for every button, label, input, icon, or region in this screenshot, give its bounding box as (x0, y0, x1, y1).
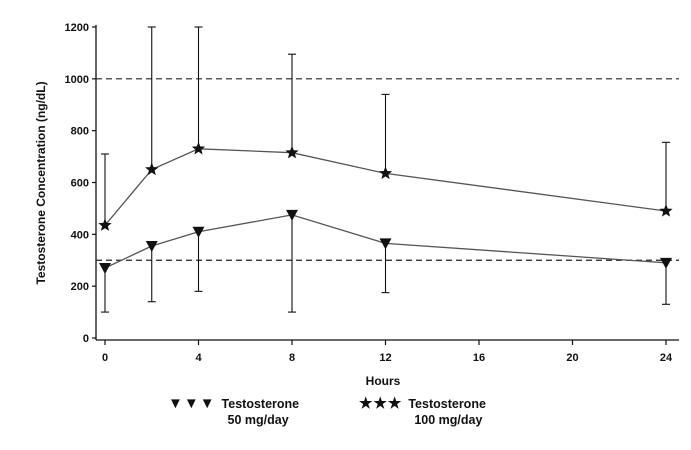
data-point-triangle (99, 263, 111, 275)
data-point-triangle (192, 226, 205, 238)
legend-item-50mg: ▼▼▼ Testosterone 50 mg/day (168, 396, 299, 428)
data-point-triangle (286, 209, 298, 221)
data-point-star (145, 162, 159, 176)
y-tick-label: 1000 (65, 74, 89, 86)
series-line-100mg (104, 148, 667, 226)
data-point-star (659, 204, 673, 217)
triangle-down-icon: ▼▼▼ (168, 395, 216, 412)
x-tick-label: 4 (195, 352, 202, 364)
x-axis-title: Hours (366, 374, 401, 388)
legend-label-100mg: Testosterone (408, 397, 486, 411)
y-tick-label: 800 (71, 126, 89, 138)
data-point-triangle (660, 257, 672, 269)
y-tick-label: 600 (71, 178, 89, 190)
data-point-star (191, 141, 206, 155)
series-line-50mg (104, 214, 667, 269)
y-axis-title: Testosterone Concentration (ng/dL) (34, 81, 48, 284)
legend-item-100mg: ★★★ Testosterone 100 mg/day (359, 396, 486, 428)
data-point-triangle (379, 238, 392, 250)
data-point-star (285, 145, 299, 159)
legend-dose-50mg: 50 mg/day (227, 413, 289, 427)
x-tick-label: 16 (473, 352, 485, 364)
x-tick-label: 24 (660, 352, 673, 364)
legend-label-50mg: Testosterone (221, 397, 300, 411)
legend-dose-100mg: 100 mg/day (414, 413, 483, 427)
x-tick-label: 20 (566, 352, 578, 364)
data-point-star (98, 218, 112, 231)
x-tick-label: 8 (289, 352, 295, 364)
y-tick-label: 0 (83, 333, 89, 345)
data-point-triangle (145, 240, 158, 252)
star-icon: ★★★ (359, 395, 403, 412)
x-tick-label: 0 (102, 352, 108, 364)
y-tick-label: 1200 (65, 22, 89, 34)
x-tick-label: 12 (379, 352, 391, 364)
y-tick-label: 400 (71, 229, 89, 241)
y-tick-label: 200 (71, 281, 89, 293)
data-point-star (378, 166, 393, 180)
